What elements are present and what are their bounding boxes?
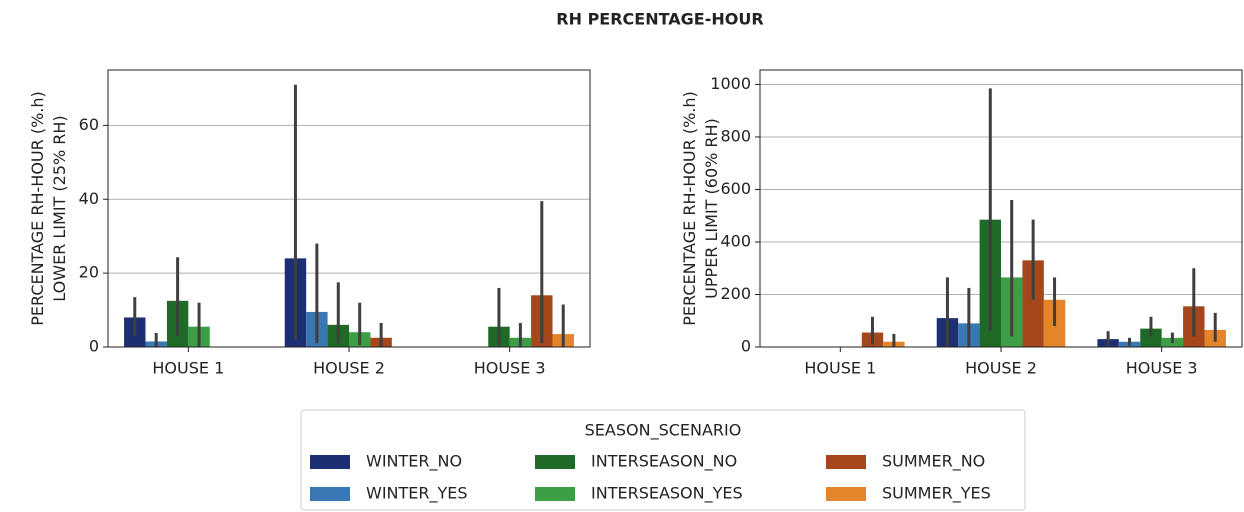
- legend-title: SEASON_SCENARIO: [585, 421, 742, 441]
- legend-label: WINTER_NO: [366, 452, 462, 472]
- y-tick-label: 600: [720, 179, 751, 198]
- legend-swatch: [310, 455, 350, 469]
- legend-label: SUMMER_NO: [882, 452, 985, 472]
- y-axis-label: PERCENTAGE RH-HOUR (%.h) LOWER LIMIT (25%…: [28, 91, 69, 326]
- y-tick-label: 200: [720, 284, 751, 303]
- x-tick-label: HOUSE 2: [965, 359, 1037, 378]
- legend-label: SUMMER_YES: [882, 484, 991, 504]
- x-tick-label: HOUSE 3: [1126, 359, 1198, 378]
- y-axis-label-line: PERCENTAGE RH-HOUR (%.h): [680, 91, 699, 326]
- y-tick-label: 800: [720, 126, 751, 145]
- bar: [1022, 260, 1044, 347]
- legend-swatch: [826, 455, 866, 469]
- x-tick-label: HOUSE 1: [152, 359, 224, 378]
- legend-label: INTERSEASON_NO: [591, 452, 737, 472]
- y-axis-label: PERCENTAGE RH-HOUR (%.h) UPPER LIMIT (60%…: [680, 91, 721, 326]
- legend-swatch: [826, 487, 866, 501]
- legend-box: [300, 409, 1026, 511]
- y-tick-label: 0: [89, 337, 99, 356]
- legend-swatch: [535, 487, 575, 501]
- x-tick-label: HOUSE 2: [313, 359, 385, 378]
- y-axis-label-line: PERCENTAGE RH-HOUR (%.h): [28, 91, 47, 326]
- x-tick-label: HOUSE 3: [474, 359, 546, 378]
- y-tick-label: 60: [79, 115, 99, 134]
- y-tick-label: 40: [79, 189, 99, 208]
- plot-frame: [759, 69, 1243, 348]
- plot-frame: [107, 69, 591, 348]
- y-axis-label-line: LOWER LIMIT (25% RH): [50, 115, 69, 301]
- figure-title: RH PERCENTAGE-HOUR: [556, 10, 763, 29]
- y-axis-label-line: UPPER LIMIT (60% RH): [702, 118, 721, 299]
- legend-swatch: [310, 487, 350, 501]
- x-tick-label: HOUSE 1: [804, 359, 876, 378]
- y-tick-label: 0: [741, 337, 751, 356]
- legend-swatch: [535, 455, 575, 469]
- y-tick-label: 400: [720, 231, 751, 250]
- y-tick-label: 20: [79, 263, 99, 282]
- y-tick-label: 1000: [710, 74, 751, 93]
- legend-label: WINTER_YES: [366, 484, 468, 504]
- bar: [1140, 328, 1162, 347]
- legend-label: INTERSEASON_YES: [591, 484, 743, 504]
